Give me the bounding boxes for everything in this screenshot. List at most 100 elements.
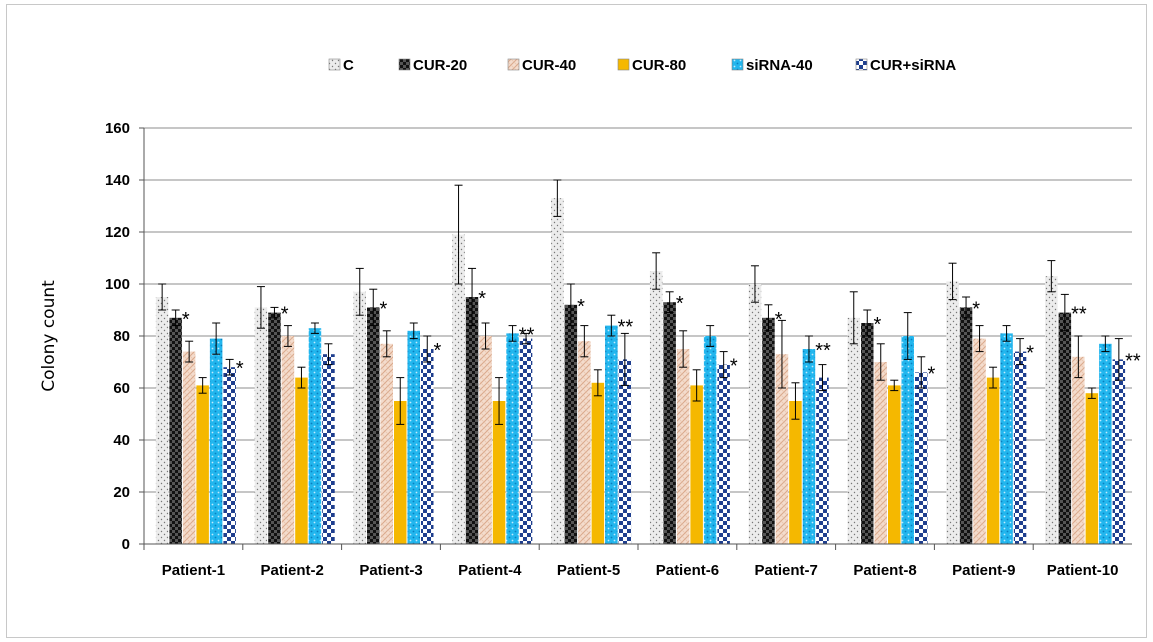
legend-label-CUR-40: CUR-40 [522, 57, 576, 74]
x-tick-label: Patient-2 [261, 562, 324, 579]
bar-CUR-80-Patient-10 [1085, 393, 1099, 544]
significance-marker: * [730, 356, 738, 378]
significance-marker: * [775, 309, 783, 331]
bar-C-Patient-2 [254, 307, 268, 544]
bar-C-Patient-4 [452, 234, 465, 544]
legend-label-CUR+siRNA: CUR+siRNA [870, 57, 956, 74]
bar-CUR+siRNA-Patient-3 [421, 349, 434, 544]
y-tick-label: 160 [105, 120, 130, 137]
bar-CUR+siRNA-Patient-7 [816, 377, 829, 544]
bar-C-Patient-7 [748, 284, 762, 544]
y-tick-label: 60 [113, 380, 130, 397]
legend-label-C: C [343, 57, 354, 74]
y-tick-label: 80 [113, 328, 130, 345]
x-tick-label: Patient-7 [755, 562, 818, 579]
bar-CUR-80-Patient-7 [789, 401, 802, 544]
legend-swatch-CUR-40 [507, 58, 520, 71]
bar-CUR-20-Patient-4 [465, 297, 479, 544]
bar-CUR+siRNA-Patient-4 [519, 338, 533, 544]
significance-marker: * [874, 314, 882, 336]
x-tick-label: Patient-4 [458, 562, 522, 579]
y-tick-label: 20 [113, 484, 130, 501]
bar-CUR-40-Patient-6 [676, 349, 690, 544]
bar-CUR-40-Patient-7 [775, 354, 789, 544]
bar-CUR-80-Patient-3 [394, 401, 407, 544]
legend-label-siRNA-40: siRNA-40 [746, 57, 813, 74]
significance-marker: ** [1125, 350, 1141, 372]
legend-swatch-CUR-80 [617, 58, 630, 71]
legend-swatch-CUR+siRNA [855, 58, 868, 71]
chart-frame: * * * * * * ** * ** * * * ** * * * * ** ** 0 20 40 60 80 100 120… [6, 4, 1147, 638]
axes: 0 20 40 60 80 100 120 140 160 Patient-1 Patient-2 P… [105, 120, 1132, 579]
legend: C CUR-20 CUR-40 CUR-80 siRNA-40 CUR+siRNA [328, 57, 956, 74]
significance-marker: * [972, 298, 980, 320]
bar-CUR-20-Patient-1 [169, 317, 182, 544]
bar-chart: *** ********************* 020406080100120… [39, 57, 1141, 579]
bar-siRNA-40-Patient-3 [407, 330, 420, 544]
bar-CUR+siRNA-Patient-8 [915, 372, 928, 544]
x-tick-label: Patient-1 [162, 562, 225, 579]
y-tick-label: 120 [105, 224, 130, 241]
bar-siRNA-40-Patient-4 [506, 333, 519, 544]
significance-marker: * [478, 288, 486, 310]
bar-CUR-40-Patient-5 [578, 341, 591, 544]
bar-CUR-80-Patient-9 [986, 377, 1000, 544]
bar-CUR-40-Patient-4 [479, 336, 492, 544]
y-tick-label: 140 [105, 172, 130, 189]
legend-label-CUR-80: CUR-80 [632, 57, 686, 74]
y-axis-label: Colony count [39, 280, 59, 392]
legend-label-CUR-20: CUR-20 [413, 57, 467, 74]
bar-CUR-40-Patient-3 [380, 343, 393, 544]
bar-CUR+siRNA-Patient-9 [1013, 351, 1027, 544]
significance-marker: ** [815, 340, 831, 362]
significance-marker: * [380, 298, 388, 320]
bar-CUR-20-Patient-7 [762, 317, 775, 544]
bar-CUR+siRNA-Patient-6 [717, 364, 730, 544]
bar-CUR-20-Patient-6 [663, 302, 676, 544]
legend-swatch-siRNA-40 [731, 58, 744, 71]
legend-swatch-C [328, 58, 341, 71]
bar-siRNA-40-Patient-8 [901, 336, 914, 544]
bar-CUR-80-Patient-4 [492, 401, 506, 544]
significance-marker: * [182, 309, 190, 331]
bar-CUR+siRNA-Patient-10 [1112, 359, 1126, 544]
y-tick-label: 0 [122, 536, 130, 553]
bar-C-Patient-1 [155, 297, 169, 544]
bar-CUR-40-Patient-2 [281, 336, 295, 544]
significance-marker: * [577, 296, 585, 318]
bar-CUR-20-Patient-8 [861, 323, 874, 544]
x-tick-label: Patient-9 [952, 562, 1015, 579]
x-tick-label: Patient-5 [557, 562, 620, 579]
significance-marker: * [281, 304, 289, 326]
bar-CUR+siRNA-Patient-2 [322, 354, 335, 544]
bar-CUR-40-Patient-9 [973, 338, 986, 544]
bar-CUR+siRNA-Patient-5 [618, 359, 632, 544]
bar-CUR-40-Patient-1 [182, 351, 196, 544]
significance-marker: ** [1071, 304, 1087, 326]
x-tick-label: Patient-10 [1047, 562, 1119, 579]
bars-layer: *** ********************* [155, 179, 1141, 544]
bar-CUR-80-Patient-5 [591, 382, 605, 544]
bar-siRNA-40-Patient-2 [308, 328, 322, 544]
x-tick-label: Patient-8 [853, 562, 916, 579]
bar-CUR-40-Patient-8 [874, 362, 887, 544]
bar-C-Patient-5 [551, 198, 564, 544]
bar-CUR-80-Patient-6 [690, 385, 703, 544]
bar-CUR-20-Patient-3 [367, 307, 380, 544]
bar-CUR-80-Patient-2 [295, 377, 308, 544]
gridlines [144, 127, 1132, 493]
bar-siRNA-40-Patient-7 [802, 349, 816, 544]
significance-marker: * [1026, 343, 1034, 365]
x-tick-label: Patient-3 [359, 562, 422, 579]
x-tick-label: Patient-6 [656, 562, 719, 579]
significance-marker: ** [618, 317, 634, 339]
significance-marker: * [676, 293, 684, 315]
bar-CUR-80-Patient-1 [196, 385, 209, 544]
bar-CUR-20-Patient-9 [959, 307, 973, 544]
bar-CUR-20-Patient-10 [1058, 312, 1072, 544]
bar-C-Patient-8 [847, 317, 860, 544]
bar-CUR+siRNA-Patient-1 [223, 367, 236, 544]
bar-siRNA-40-Patient-5 [605, 325, 618, 544]
bar-C-Patient-3 [353, 291, 366, 544]
bar-siRNA-40-Patient-9 [1000, 333, 1013, 544]
